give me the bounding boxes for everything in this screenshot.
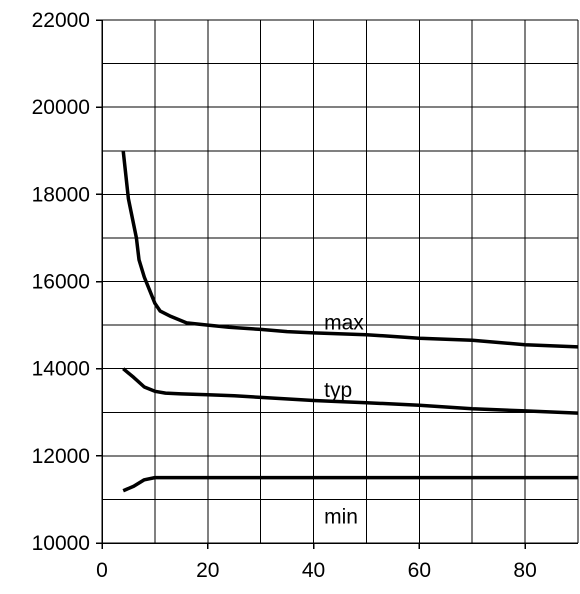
x-tick-label: 0 — [96, 559, 108, 582]
y-tick-label: 22000 — [32, 9, 90, 32]
y-tick-label: 12000 — [32, 445, 90, 468]
series-line-max — [121, 150, 579, 349]
x-tick-label: 80 — [513, 559, 536, 582]
x-tick-label: 40 — [302, 559, 325, 582]
series-label-typ: typ — [324, 379, 352, 402]
grid — [102, 19, 579, 543]
series-line-min — [122, 475, 578, 493]
x-tick-label: 20 — [196, 559, 219, 582]
y-tick-label: 16000 — [32, 271, 90, 294]
series-label-min: min — [324, 505, 358, 528]
y-tick-label: 18000 — [32, 183, 90, 206]
y-tick-label: 20000 — [32, 96, 90, 119]
axes — [96, 19, 578, 549]
y-tick-label: 10000 — [32, 532, 90, 555]
labels: 10000 12000 14000 16000 18000 20000 22000 0 20 40… — [32, 9, 537, 582]
series-label-max: max — [324, 311, 364, 334]
series-line-typ — [122, 367, 579, 415]
series-lines — [121, 150, 579, 493]
x-tick-label: 60 — [408, 559, 431, 582]
y-tick-label: 14000 — [32, 358, 90, 381]
